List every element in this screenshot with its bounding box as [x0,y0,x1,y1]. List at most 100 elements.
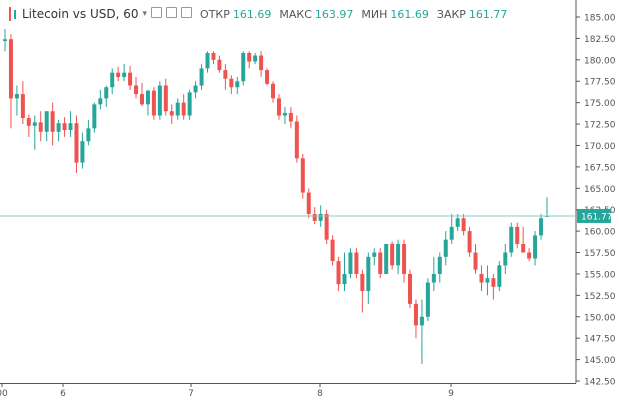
candle-body [360,273,365,292]
last-price-label: 161.77 [581,212,613,222]
candle-body [408,273,413,304]
price-tick-label: 185.00 [584,14,616,24]
price-tick-label: 160.00 [584,228,616,238]
candle-body [271,83,276,99]
candle-body [110,72,115,88]
candle-body [378,252,383,274]
candle-body [318,213,323,221]
chart-legend: Litecoin vs USD, 60 ▾ ОТКР 161.69 МАКС 1… [4,4,512,24]
price-tick-label: 147.50 [584,335,616,345]
time-tick-label: 7 [188,389,194,399]
candle-body [235,81,240,88]
candle-body [50,111,55,132]
time-tick-label: 9 [448,389,454,399]
candle-body [259,55,264,71]
open-label: ОТКР [200,7,230,21]
candle-body [372,252,377,257]
price-tick-label: 167.50 [584,163,616,173]
price-tick-label: 175.00 [584,99,616,109]
candle-body [44,111,49,132]
price-tick-label: 157.50 [584,249,616,259]
candle-body [402,243,407,274]
price-tick-label: 150.00 [584,313,616,323]
candle-body [342,273,347,285]
candle-body [467,231,472,253]
candle-body [449,226,454,240]
candle-body [348,252,353,274]
candle-body [425,282,430,317]
candle-body [473,252,478,270]
candle-body [503,252,508,266]
candle-body [128,72,133,86]
candle-body [86,128,91,142]
candle-body [134,85,139,95]
candle-body [413,303,418,326]
candle-body [443,239,448,257]
candle-body [312,213,317,221]
close-value: 161.77 [468,7,508,21]
last-price-line: 161.77 [0,208,613,223]
time-tick-label: 6 [60,389,66,399]
candle-body [181,102,186,116]
candle-body [104,87,109,99]
last-price-tag [577,208,611,223]
candle-body [122,72,127,77]
candle-body [223,70,228,79]
candle-body [145,90,150,105]
candle-body [74,123,79,163]
candle-body [533,235,538,259]
price-tick-label: 177.50 [584,78,616,88]
candle-body [253,55,258,62]
candle-body [390,243,395,266]
candle-body [396,243,401,266]
candle-body [193,85,198,93]
candles [3,28,549,364]
candle-body [306,192,311,214]
candle-body [26,118,31,126]
close-icon[interactable] [181,7,193,21]
candle-body [485,278,490,283]
symbol-title[interactable]: Litecoin vs USD, 60 [22,7,139,21]
candle-body [139,94,144,105]
candle-body [157,85,162,116]
candle-body [241,52,246,82]
candle-body [324,213,329,240]
candle-body [199,68,204,86]
candle-body [461,218,466,232]
candle-body [229,78,234,88]
candle-body [276,98,281,116]
low-label: МИН [361,7,388,21]
price-tick-label: 165.00 [584,185,616,195]
gear-icon[interactable] [166,7,178,21]
eye-icon[interactable] [151,7,163,21]
candle-body [38,122,43,132]
candle-body [515,226,520,244]
candle-body [80,141,85,163]
chevron-down-icon[interactable]: ▾ [142,9,148,19]
candle-body [431,273,436,283]
candle-body [336,261,341,285]
candle-body [437,256,442,274]
candle-body [98,98,103,105]
candle-body [151,90,156,116]
close-label: ЗАКР [436,7,466,21]
candle-body [205,52,210,69]
candle-body [282,112,287,116]
price-tick-label: 172.50 [584,121,616,131]
candle-body [175,102,180,116]
low-value: 161.69 [390,7,429,21]
time-axis: 00 6 7 8 9 [0,383,576,399]
high-label: МАКС [279,7,312,21]
candle-body [479,273,484,283]
price-tick-label: 145.00 [584,356,616,366]
candle-body [247,52,252,62]
candle-body [14,94,19,99]
price-tick-label: 182.50 [584,35,616,45]
candle-body [288,112,293,122]
candle-body [169,111,174,116]
candle-body [491,278,496,287]
candle-body [62,123,67,131]
candle-body [366,256,371,292]
